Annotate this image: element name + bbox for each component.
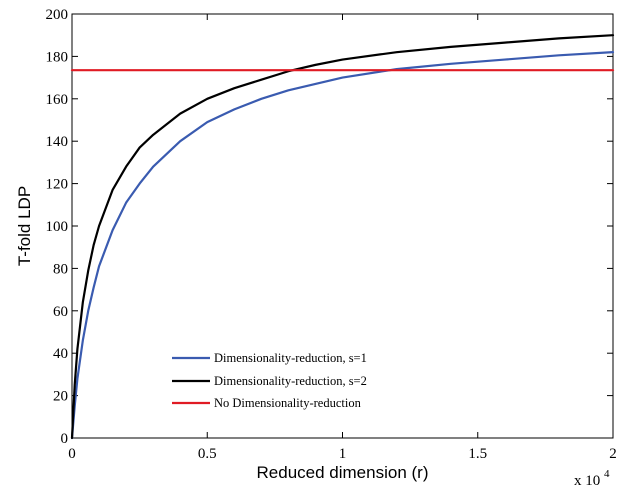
- x-tick-label: 1: [339, 446, 347, 462]
- y-tick-label: 100: [46, 219, 69, 235]
- y-tick-label: 20: [53, 389, 68, 405]
- x-tick-label: 1.5: [468, 446, 487, 462]
- x-axis-title: Reduced dimension (r): [257, 463, 429, 482]
- x-tick-label: 2: [609, 446, 617, 462]
- x-axis-multiplier-base: x 10: [574, 473, 600, 489]
- y-tick-label: 200: [46, 7, 69, 23]
- legend-label-none: No Dimensionality-reduction: [214, 396, 362, 410]
- series-layer: [70, 34, 615, 440]
- x-axis-multiplier: x 10 4: [574, 468, 610, 489]
- x-axis-multiplier-exp: 4: [604, 468, 610, 480]
- series-s1-line: [70, 51, 615, 440]
- y-tick-label: 40: [53, 346, 68, 362]
- x-tick-label: 0.5: [198, 446, 217, 462]
- legend-label-s1: Dimensionality-reduction, s=1: [214, 351, 367, 365]
- legend-label-s2: Dimensionality-reduction, s=2: [214, 374, 367, 388]
- y-tick-label: 140: [46, 134, 69, 150]
- legend: Dimensionality-reduction, s=1 Dimensiona…: [168, 347, 412, 414]
- series-s2-line: [70, 34, 615, 440]
- y-tick-label: 0: [61, 431, 69, 447]
- y-tick-label: 120: [46, 177, 69, 193]
- y-tick-label: 60: [53, 304, 68, 320]
- y-tick-label: 160: [46, 92, 69, 108]
- y-axis: 0 20 40 60 80 100 120 140 160 180 200: [46, 7, 613, 447]
- y-tick-label: 80: [53, 261, 68, 277]
- x-tick-label: 0: [68, 446, 76, 462]
- y-tick-label: 180: [46, 49, 69, 65]
- y-axis-title: T-fold LDP: [15, 186, 34, 266]
